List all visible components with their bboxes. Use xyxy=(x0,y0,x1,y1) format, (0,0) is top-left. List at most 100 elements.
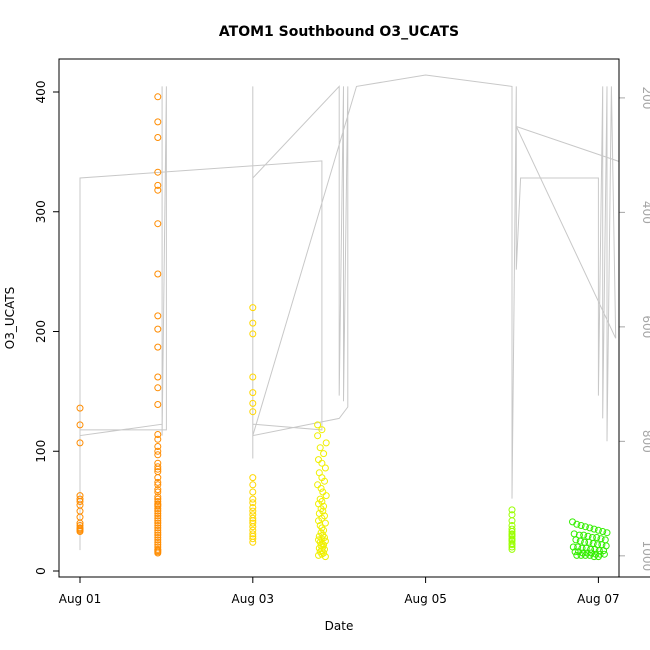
data-point xyxy=(322,492,330,500)
data-point xyxy=(154,534,162,541)
data-point xyxy=(315,517,322,525)
data-point xyxy=(154,431,162,438)
data-point xyxy=(154,447,162,455)
data-point xyxy=(154,118,162,126)
data-point xyxy=(249,523,257,531)
data-point xyxy=(577,522,585,529)
data-point xyxy=(154,384,162,392)
data-point xyxy=(508,543,516,551)
data-point xyxy=(154,373,162,381)
data-point xyxy=(154,465,162,473)
data-point xyxy=(154,514,162,522)
data-point xyxy=(318,426,326,434)
data-point xyxy=(508,528,516,535)
data-point xyxy=(318,459,326,467)
data-point xyxy=(76,421,84,429)
data-point xyxy=(249,389,257,397)
data-point xyxy=(593,534,601,541)
data-point xyxy=(508,506,516,514)
data-point xyxy=(249,408,257,416)
x-tick-label: Aug 01 xyxy=(59,592,102,606)
x-tick-label: Aug 07 xyxy=(577,592,620,606)
data-point xyxy=(154,486,162,494)
data-point xyxy=(572,536,580,544)
data-point xyxy=(154,510,162,517)
data-point xyxy=(321,464,329,472)
data-point xyxy=(315,551,322,559)
data-point xyxy=(76,404,84,412)
data-point xyxy=(571,548,579,556)
data-point xyxy=(573,551,581,559)
data-point xyxy=(154,270,162,278)
data-point xyxy=(154,538,162,546)
data-point xyxy=(154,134,162,141)
data-point xyxy=(603,529,611,537)
data-point xyxy=(249,373,257,381)
data-point xyxy=(594,526,602,534)
data-point xyxy=(154,522,162,529)
data-point xyxy=(249,399,257,407)
data-point xyxy=(249,507,257,515)
right-tick-label: 800 xyxy=(640,430,650,453)
data-point xyxy=(154,481,162,489)
data-point xyxy=(154,168,162,176)
data-point xyxy=(249,499,257,507)
data-point xyxy=(249,488,257,496)
data-point xyxy=(582,544,590,552)
y-tick-label: 300 xyxy=(34,200,48,223)
data-point xyxy=(569,543,577,551)
data-point xyxy=(581,551,589,559)
plot-border xyxy=(58,58,620,578)
data-point xyxy=(319,507,327,515)
data-point xyxy=(249,535,257,543)
data-point xyxy=(314,481,322,489)
data-point xyxy=(154,526,162,534)
data-point xyxy=(249,514,257,522)
data-point xyxy=(314,432,322,440)
data-point xyxy=(154,443,162,450)
data-point xyxy=(320,450,328,458)
data-point xyxy=(317,484,325,492)
data-point xyxy=(249,304,257,312)
data-point xyxy=(154,186,162,194)
data-point xyxy=(154,181,162,189)
data-point xyxy=(154,435,162,443)
data-point xyxy=(578,544,586,552)
pressure-track-line xyxy=(79,74,619,551)
data-point xyxy=(508,517,516,525)
data-point xyxy=(154,220,162,228)
right-tick-label: 1000 xyxy=(640,541,650,572)
data-point xyxy=(249,474,257,482)
data-point xyxy=(319,488,327,496)
data-point xyxy=(154,474,162,482)
right-tick-label: 200 xyxy=(640,86,650,109)
data-point xyxy=(154,519,162,527)
data-point xyxy=(590,525,598,533)
data-point xyxy=(154,488,162,496)
data-point xyxy=(249,538,257,546)
data-point xyxy=(590,553,598,561)
data-point xyxy=(316,444,324,452)
data-point xyxy=(154,463,162,471)
right-tick-label: 400 xyxy=(640,201,650,224)
y-tick-label: 400 xyxy=(34,81,48,104)
data-point xyxy=(76,528,84,535)
data-point xyxy=(249,495,257,503)
data-point xyxy=(249,519,257,527)
chart-title: ATOM1 Southbound O3_UCATS xyxy=(219,24,459,40)
pressure-track-layer xyxy=(79,74,619,551)
data-point xyxy=(154,498,162,505)
data-point xyxy=(154,325,162,333)
data-point xyxy=(321,477,328,485)
data-point xyxy=(577,551,585,559)
data-point xyxy=(600,550,608,558)
data-point xyxy=(576,537,584,545)
y-tick-label: 0 xyxy=(34,567,48,575)
data-point xyxy=(249,481,257,489)
data-point xyxy=(314,421,322,429)
data-point xyxy=(318,550,326,558)
data-point xyxy=(154,505,162,513)
data-point xyxy=(580,531,588,539)
points-layer xyxy=(76,93,611,561)
x-axis-label: Date xyxy=(325,619,354,633)
